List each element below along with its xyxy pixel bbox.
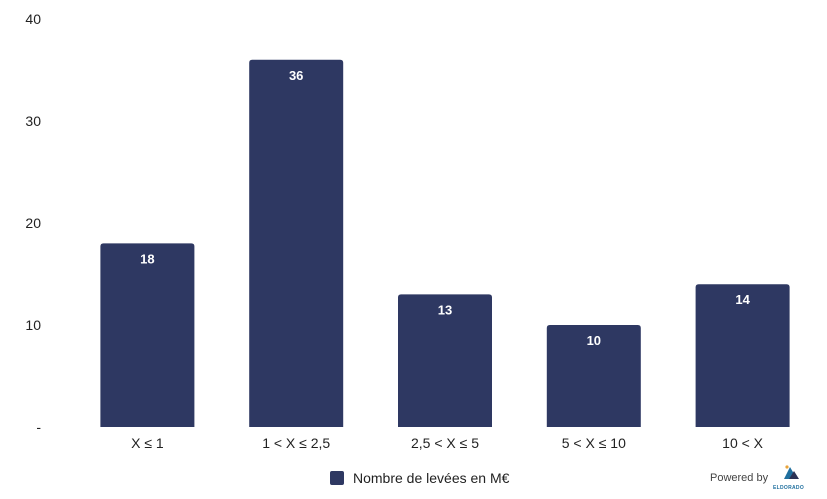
legend-label: Nombre de levées en M€ xyxy=(353,470,510,486)
bar-group[interactable]: 14 xyxy=(695,284,790,427)
x-tick-label: X ≤ 1 xyxy=(131,435,164,451)
bar-group[interactable]: 10 xyxy=(546,325,641,427)
bar[interactable] xyxy=(695,284,790,427)
x-tick-label: 2,5 < X ≤ 5 xyxy=(411,435,479,451)
bar-value-label: 10 xyxy=(587,333,601,348)
y-tick-label: - xyxy=(36,419,41,435)
x-tick-label: 10 < X xyxy=(722,435,764,451)
bars-group: 18 36 13 10 14 xyxy=(100,59,790,428)
legend[interactable]: Nombre de levées en M€ xyxy=(330,470,510,486)
bar-value-label: 13 xyxy=(438,302,452,317)
bar-value-label: 14 xyxy=(735,292,750,307)
y-tick-label: 40 xyxy=(25,11,41,27)
bar[interactable] xyxy=(100,243,195,427)
y-tick-label: 30 xyxy=(25,113,41,129)
bar-value-label: 18 xyxy=(140,251,154,266)
bar-group[interactable]: 36 xyxy=(249,59,344,428)
y-tick-label: 10 xyxy=(25,317,41,333)
bar-value-label: 36 xyxy=(289,68,303,83)
x-axis: X ≤ 1 1 < X ≤ 2,5 2,5 < X ≤ 5 5 < X ≤ 10 10 … xyxy=(131,435,764,451)
x-tick-label: 5 < X ≤ 10 xyxy=(562,435,626,451)
bar[interactable] xyxy=(249,59,344,428)
bar[interactable] xyxy=(546,325,641,427)
bar-group[interactable]: 18 xyxy=(100,243,195,427)
bar-group[interactable]: 13 xyxy=(398,294,492,427)
powered-by-text: Powered by xyxy=(710,472,769,484)
legend-swatch xyxy=(330,471,344,485)
bar[interactable] xyxy=(398,294,492,427)
eldorado-mountain-icon xyxy=(784,465,799,479)
y-axis: - 10 20 30 40 xyxy=(25,11,41,435)
y-tick-label: 20 xyxy=(25,215,41,231)
x-tick-label: 1 < X ≤ 2,5 xyxy=(262,435,330,451)
powered-by-footer[interactable]: Powered by ELDORADO xyxy=(710,465,804,491)
eldorado-logo-text: ELDORADO xyxy=(773,485,804,491)
